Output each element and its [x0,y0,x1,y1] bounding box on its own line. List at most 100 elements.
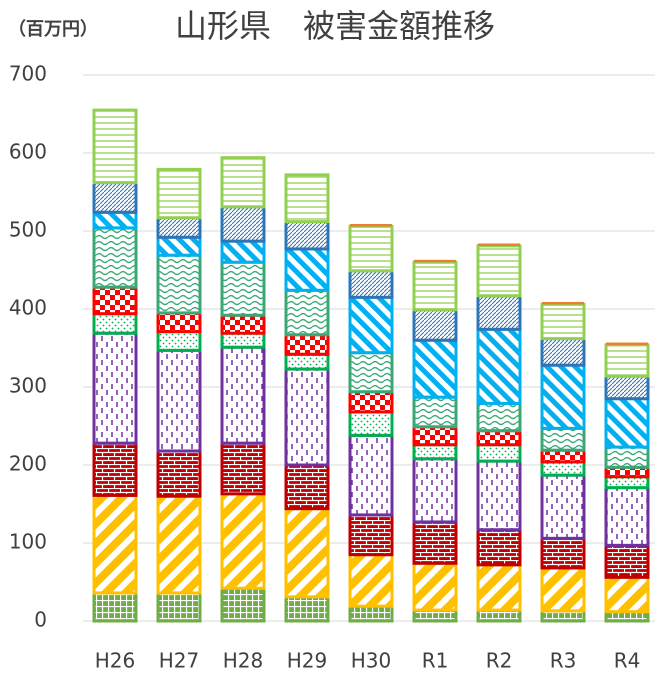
bar-segment [412,395,458,429]
x-tick-label: R4 [614,649,641,673]
labels: 0 100 200 300 400 500 600 700 H26 H27 H28 H29 H30 R1 R… [9,62,641,673]
bars [92,108,650,623]
x-tick-label: R3 [550,649,577,673]
bar-segment [604,374,650,401]
y-tick-label: 300 [9,374,47,398]
bar-segment [348,604,394,623]
bar-segment [220,586,266,623]
bar-segment [540,609,586,623]
bar-segment [284,352,330,371]
x-tick-label: H29 [287,649,328,673]
bar-segment [220,441,266,496]
bar-segment [284,507,330,599]
bar-segment [156,167,202,220]
bar-segment [92,108,138,185]
bar-segment [412,457,458,524]
bar-segment [412,338,458,399]
bar-segment [476,401,522,433]
bar-segment [606,342,648,345]
bar-segment [284,288,330,337]
bar-segment [412,520,458,565]
bar-segment [476,608,522,623]
x-tick-label: H27 [159,649,200,673]
bar-segment [476,294,522,331]
bar-segment [540,536,586,570]
bar-segment [220,156,266,209]
x-tick-label: R1 [422,649,449,673]
bar-segment [412,425,458,447]
x-tick-label: H28 [223,649,264,673]
bar-segment [412,608,458,623]
bar-segment [284,595,330,623]
unit-label: （百万円） [8,19,98,40]
bar-segment [540,566,586,613]
bar-segment [540,426,586,452]
bar-segment [350,223,392,227]
bar-segment [604,475,650,490]
bar-segment [476,429,522,447]
bar-segment [476,244,522,298]
bar-segment [92,493,138,595]
bar-segment [156,348,202,453]
bar-segment [540,460,586,477]
y-tick-label: 200 [9,452,47,476]
bar-segment [476,443,522,463]
bar-segment [476,528,522,567]
bar-segment [348,433,394,517]
bar-segment [412,308,458,342]
bar-segment [92,441,138,497]
bar-segment [348,513,394,557]
bar-segment [540,473,586,540]
bar-segment [220,239,266,264]
bar-segment [412,561,458,612]
bar-segment [604,486,650,547]
y-tick-label: 500 [9,218,47,242]
bar-segment [348,390,394,414]
bar-segment [476,459,522,532]
y-tick-label: 100 [9,530,47,554]
bar-segment [284,333,330,356]
bar-segment [604,343,650,378]
bar-segment [540,337,586,367]
bar-segment [156,494,202,595]
bar-segment [92,312,138,335]
bar-segment [220,260,266,317]
bar-segment [156,591,202,623]
bar-segment [348,224,394,273]
bar-segment [348,269,394,299]
bar-segment [414,259,456,263]
bar-segment [348,295,394,355]
bar-segment [92,181,138,214]
bar-segment [220,313,266,335]
bar-segment [478,243,520,246]
bar-segment [348,410,394,437]
bar-segment [156,330,202,352]
bar-segment [540,448,586,464]
bar-segment [156,216,202,239]
bar-segment [156,449,202,498]
bar-segment [348,553,394,608]
bar-segment [412,260,458,312]
x-tick-label: H30 [351,649,392,673]
bar-segment [284,247,330,292]
bar-segment [92,285,138,316]
bar-segment [284,220,330,251]
bar-segment [284,463,330,511]
bar-segment [476,327,522,405]
bar-segment [92,331,138,445]
x-tick-label: R2 [486,649,513,673]
bar-segment [220,205,266,243]
bar-segment [220,492,266,590]
y-tick-label: 0 [34,608,47,632]
bar-segment [156,311,202,334]
bar-segment [156,235,202,257]
y-tick-label: 600 [9,140,47,164]
bar-segment [540,363,586,430]
chart-title: 山形県 被害金額推移 [175,7,495,45]
bar-segment [476,563,522,612]
bar-segment [156,253,202,315]
bar-segment [604,397,650,449]
bar-segment [542,301,584,305]
bar-segment [348,351,394,394]
bar-segment [220,331,266,349]
